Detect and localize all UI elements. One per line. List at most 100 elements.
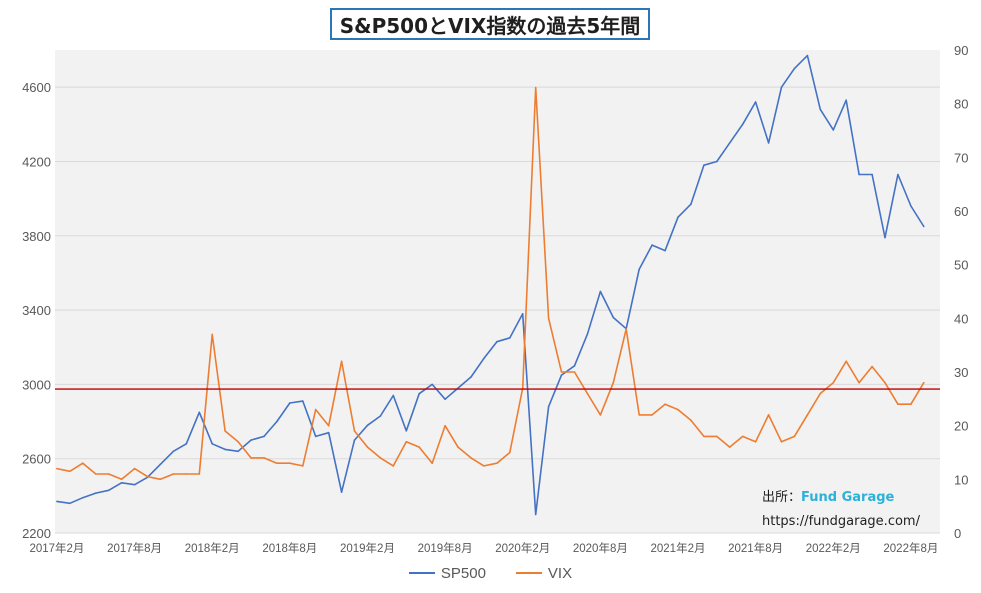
y-left-tick-label: 3400 xyxy=(22,303,51,318)
data-point-vix xyxy=(314,408,317,411)
data-point-vix xyxy=(677,408,679,411)
data-point-sp500 xyxy=(599,290,602,293)
data-point-sp500 xyxy=(418,392,421,395)
x-tick-label: 2019年2月 xyxy=(340,541,395,555)
data-point-vix xyxy=(431,462,434,465)
data-point-sp500 xyxy=(185,443,188,445)
data-point-vix xyxy=(82,462,84,465)
data-point-vix xyxy=(366,446,369,448)
source-label: 出所： xyxy=(762,490,802,505)
data-point-vix xyxy=(120,478,123,481)
data-point-vix xyxy=(780,441,783,443)
data-point-vix xyxy=(211,333,213,336)
data-point-vix xyxy=(392,465,395,467)
data-point-sp500 xyxy=(780,86,783,88)
data-point-vix xyxy=(858,381,860,384)
data-point-vix xyxy=(133,467,136,470)
data-point-vix xyxy=(573,371,576,373)
data-point-vix xyxy=(651,414,653,416)
data-point-vix xyxy=(107,473,110,475)
data-point-sp500 xyxy=(366,424,369,427)
data-point-sp500 xyxy=(405,430,408,432)
data-point-sp500 xyxy=(172,450,175,453)
data-point-vix xyxy=(560,371,563,373)
data-point-sp500 xyxy=(224,448,226,451)
data-point-sp500 xyxy=(845,99,847,101)
data-point-vix xyxy=(69,470,71,473)
data-point-vix xyxy=(664,403,666,406)
data-point-vix xyxy=(703,435,705,438)
data-point-vix xyxy=(56,467,58,470)
data-point-sp500 xyxy=(806,54,809,57)
data-point-sp500 xyxy=(211,443,213,445)
data-point-sp500 xyxy=(327,431,330,434)
x-tick-label: 2019年8月 xyxy=(418,541,473,555)
x-tick-label: 2017年2月 xyxy=(29,541,84,555)
data-point-sp500 xyxy=(832,129,835,131)
data-point-sp500 xyxy=(819,108,822,111)
y-right-tick-label: 80 xyxy=(954,97,968,112)
y-left-tick-label: 3800 xyxy=(22,229,51,244)
data-point-sp500 xyxy=(651,244,653,246)
data-point-sp500 xyxy=(198,411,201,414)
data-point-vix xyxy=(910,403,912,406)
data-point-vix xyxy=(819,392,822,395)
data-point-vix xyxy=(340,360,343,363)
plot-area xyxy=(55,50,940,533)
series-line-vix xyxy=(56,86,925,481)
y-right-tick-label: 40 xyxy=(954,311,968,326)
data-point-vix xyxy=(845,360,847,363)
data-point-vix xyxy=(185,473,188,475)
y-right-tick-label: 30 xyxy=(954,365,968,380)
data-point-sp500 xyxy=(664,249,666,252)
data-point-vix xyxy=(599,414,602,416)
x-tick-label: 2020年8月 xyxy=(573,541,628,555)
data-point-vix xyxy=(625,328,627,330)
data-point-sp500 xyxy=(793,67,796,70)
data-point-vix xyxy=(728,446,731,448)
data-point-sp500 xyxy=(82,496,84,499)
data-point-sp500 xyxy=(496,340,498,343)
data-point-vix xyxy=(793,435,796,438)
data-point-sp500 xyxy=(897,173,899,176)
data-point-sp500 xyxy=(547,405,550,408)
data-point-sp500 xyxy=(871,173,873,176)
data-point-vix xyxy=(871,365,873,368)
data-point-vix xyxy=(444,424,446,427)
source-note: 出所：Fund Garage https://fundgarage.com/ xyxy=(762,486,952,534)
data-point-vix xyxy=(276,462,278,465)
data-point-sp500 xyxy=(302,400,304,402)
data-point-sp500 xyxy=(69,502,71,505)
data-point-sp500 xyxy=(716,160,718,163)
x-tick-label: 2020年2月 xyxy=(495,541,550,555)
y-right-tick-label: 10 xyxy=(954,472,968,487)
data-point-vix xyxy=(534,86,537,89)
data-point-sp500 xyxy=(133,483,136,486)
data-point-sp500 xyxy=(107,489,110,492)
data-point-sp500 xyxy=(586,333,589,336)
data-point-vix xyxy=(741,435,744,438)
data-point-sp500 xyxy=(858,173,860,176)
data-point-vix xyxy=(754,441,757,443)
data-point-sp500 xyxy=(509,337,511,339)
data-point-sp500 xyxy=(237,450,239,453)
y-right-tick-label: 70 xyxy=(954,150,968,165)
data-point-vix xyxy=(172,473,175,475)
data-point-vix xyxy=(146,475,149,478)
data-point-sp500 xyxy=(690,203,692,205)
data-point-vix xyxy=(457,446,459,448)
data-point-vix xyxy=(418,446,421,448)
legend-item-vix: VIX xyxy=(515,565,572,582)
data-point-sp500 xyxy=(263,435,265,438)
data-point-vix xyxy=(547,317,550,320)
data-point-sp500 xyxy=(470,376,472,378)
data-point-sp500 xyxy=(573,365,576,367)
data-point-sp500 xyxy=(521,313,524,315)
data-point-vix xyxy=(509,451,511,454)
y-right-tick-label: 60 xyxy=(954,204,968,219)
data-point-vix xyxy=(806,414,809,416)
data-point-sp500 xyxy=(923,225,925,228)
data-point-sp500 xyxy=(741,123,744,126)
data-point-vix xyxy=(612,381,615,384)
